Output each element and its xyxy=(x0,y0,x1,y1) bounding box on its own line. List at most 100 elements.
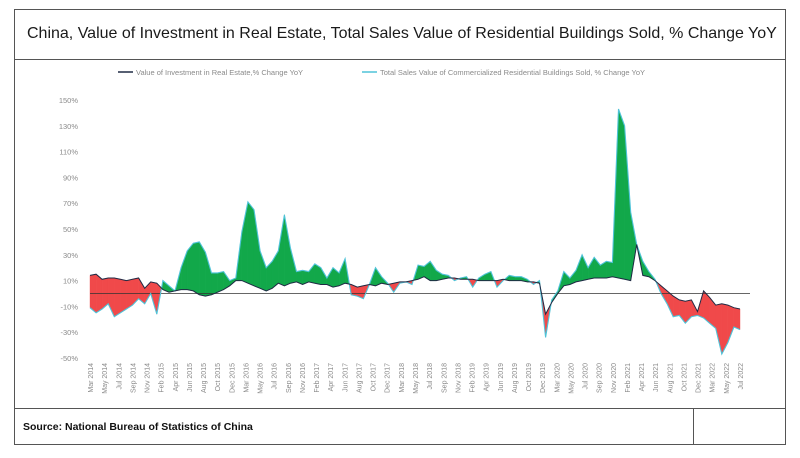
fill-segment xyxy=(278,214,285,287)
fill-segment xyxy=(715,303,722,355)
x-tick-label: Feb 2015 xyxy=(159,363,166,393)
y-tick-label: 70% xyxy=(63,199,78,208)
y-tick-label: 90% xyxy=(63,173,78,182)
fill-segment xyxy=(120,279,127,314)
x-tick-label: May 2018 xyxy=(413,363,420,394)
fill-segment xyxy=(259,250,267,292)
fill-segment xyxy=(253,209,261,289)
x-tick-label: Dec 2019 xyxy=(540,363,547,393)
fill-segment xyxy=(217,271,224,293)
series-line-investment xyxy=(89,244,741,316)
fill-segment xyxy=(630,212,637,281)
fill-segment xyxy=(193,241,200,296)
series-lines xyxy=(89,108,741,356)
fill-segment xyxy=(606,261,613,279)
x-tick-label: Jul 2022 xyxy=(738,363,745,390)
x-tick-label: Sep 2018 xyxy=(441,363,448,393)
x-tick-label: Aug 2017 xyxy=(356,363,363,393)
chart-svg: Value of Investment in Real Estate,% Cha… xyxy=(59,68,750,394)
source-divider xyxy=(693,409,694,444)
x-tick-label: Nov 2014 xyxy=(145,363,152,393)
x-tick-label: Jun 2019 xyxy=(498,363,505,392)
fill-segment xyxy=(284,214,291,287)
x-tick-label: Mar 2014 xyxy=(88,363,95,393)
source-note: Source: National Bureau of Statistics of… xyxy=(23,421,253,433)
x-tick-label: Apr 2015 xyxy=(173,363,180,392)
x-tick-label: Oct 2015 xyxy=(215,363,222,392)
fill-segment xyxy=(429,260,437,281)
x-tick-label: May 2022 xyxy=(724,363,731,394)
x-tick-label: Dec 2021 xyxy=(696,363,703,393)
x-tick-label: Apr 2019 xyxy=(484,363,491,392)
fill-segment xyxy=(205,252,212,297)
chart-area: Value of Investment in Real Estate,% Cha… xyxy=(15,60,785,408)
x-tick-label: Oct 2021 xyxy=(681,363,688,392)
x-tick-label: Nov 2020 xyxy=(611,363,618,393)
area-fills xyxy=(89,108,750,355)
x-tick-label: Apr 2021 xyxy=(639,363,646,392)
chart-frame: China, Value of Investment in Real Estat… xyxy=(14,9,786,445)
legend: Value of Investment in Real Estate,% Cha… xyxy=(118,68,645,77)
fill-segment xyxy=(308,263,315,284)
y-tick-label: -10% xyxy=(60,302,78,311)
x-tick-label: Aug 2015 xyxy=(201,363,208,393)
x-tick-label: Oct 2017 xyxy=(371,363,378,392)
y-tick-label: -30% xyxy=(60,328,78,337)
x-tick-label: Dec 2017 xyxy=(385,363,392,393)
x-tick-label: Jul 2014 xyxy=(116,363,123,390)
x-tick-label: Dec 2015 xyxy=(229,363,236,393)
y-tick-label: 30% xyxy=(63,251,78,260)
chart-title: China, Value of Investment in Real Estat… xyxy=(27,25,777,42)
x-tick-label: Feb 2019 xyxy=(470,363,477,393)
x-tick-label: Jun 2017 xyxy=(342,363,349,392)
x-tick-label: Feb 2021 xyxy=(625,363,632,393)
fill-segment xyxy=(618,108,625,280)
fill-segment xyxy=(515,276,522,281)
x-tick-label: Mar 2022 xyxy=(710,363,717,393)
y-tick-label: -50% xyxy=(60,354,78,363)
x-tick-label: Mar 2016 xyxy=(243,363,250,393)
x-tick-label: Jun 2015 xyxy=(187,363,194,392)
x-tick-label: Aug 2021 xyxy=(667,363,674,393)
y-tick-label: 130% xyxy=(59,122,79,131)
x-tick-label: Mar 2020 xyxy=(554,363,561,393)
x-tick-label: Nov 2018 xyxy=(455,363,462,393)
fill-segment xyxy=(727,304,735,343)
fill-segment xyxy=(563,271,571,287)
fill-segment xyxy=(721,303,729,355)
x-axis: Mar 2014 May 2014 Jul 2014 Sep 2014 Nov 2014… xyxy=(88,363,745,394)
fill-segment xyxy=(581,254,589,281)
x-tick-label: Jul 2018 xyxy=(427,363,434,390)
fill-segment xyxy=(211,272,218,296)
legend-label-investment: Value of Investment in Real Estate,% Cha… xyxy=(136,68,303,77)
x-tick-label: Feb 2017 xyxy=(314,363,321,393)
source-bar: Source: National Bureau of Statistics of… xyxy=(15,408,785,444)
fill-segment xyxy=(587,256,595,280)
legend-label-sales: Total Sales Value of Commercialized Resi… xyxy=(380,68,645,77)
fill-segment xyxy=(180,250,188,290)
y-tick-label: 110% xyxy=(59,148,78,157)
y-tick-label: 150% xyxy=(59,96,79,105)
x-tick-label: Nov 2016 xyxy=(300,363,307,393)
x-tick-label: Sep 2016 xyxy=(286,363,293,393)
title-bar: China, Value of Investment in Real Estat… xyxy=(15,10,785,60)
x-tick-label: Apr 2017 xyxy=(328,363,335,392)
x-tick-label: Jun 2021 xyxy=(653,363,660,392)
x-tick-label: Jul 2016 xyxy=(272,363,279,390)
fill-segment xyxy=(126,279,133,310)
fill-segment xyxy=(114,277,121,318)
fill-segment xyxy=(132,277,139,306)
y-tick-label: 50% xyxy=(63,225,78,234)
fill-segment xyxy=(247,201,255,287)
x-tick-label: Jul 2020 xyxy=(583,363,590,390)
x-tick-label: May 2020 xyxy=(568,363,575,394)
x-tick-label: Sep 2014 xyxy=(130,363,137,393)
x-tick-label: Mar 2018 xyxy=(399,363,406,393)
x-tick-label: May 2016 xyxy=(258,363,265,394)
series-line-sales xyxy=(89,108,741,356)
fill-segment xyxy=(265,260,273,292)
y-axis: 150% 130% 110% 90% 70% 50% 30% 10% -10% -30% -50% xyxy=(59,96,79,363)
y-tick-label: 10% xyxy=(63,277,78,286)
x-tick-label: Sep 2020 xyxy=(597,363,604,393)
x-tick-label: Aug 2019 xyxy=(512,363,519,393)
